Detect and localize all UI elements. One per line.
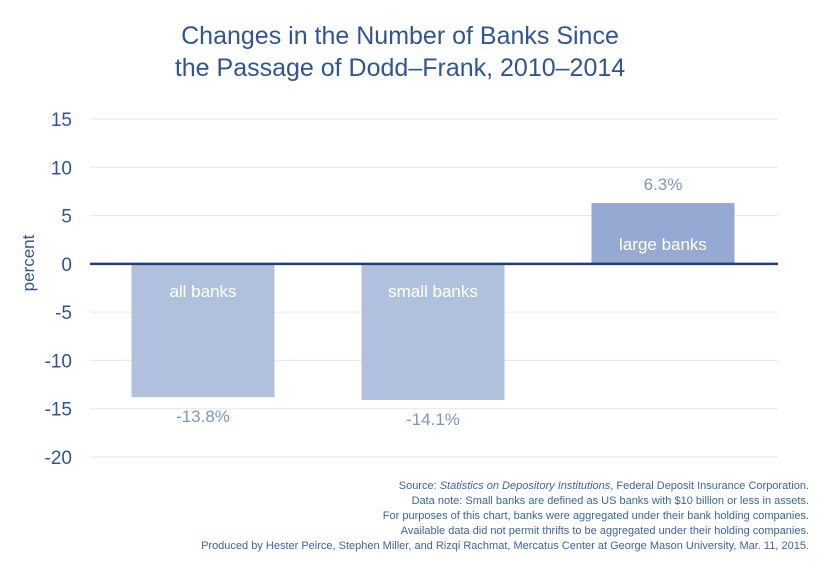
category-label: small banks bbox=[388, 282, 478, 301]
bar-labels: all banks -13.8% small banks -14.1% large ba… bbox=[169, 175, 707, 429]
chart-title: Changes in the Number of Banks Since the… bbox=[0, 20, 800, 84]
bar bbox=[131, 263, 275, 398]
y-tick-label: -5 bbox=[55, 303, 72, 324]
source-suffix: , Federal Deposit Insurance Corporation. bbox=[610, 480, 809, 492]
y-tick-label: -20 bbox=[45, 448, 72, 469]
category-label: large banks bbox=[619, 235, 707, 254]
bar-chart: 15 10 5 0 -5 -10 -15 -20 all banks -13.8% small b… bbox=[19, 110, 778, 469]
value-label: -13.8% bbox=[176, 407, 230, 426]
chart-notes: Source: Statistics on Depository Institu… bbox=[201, 479, 809, 554]
y-tick-label: 10 bbox=[51, 158, 72, 179]
y-axis-ticks: 15 10 5 0 -5 -10 -15 -20 bbox=[45, 110, 72, 469]
value-label: 6.3% bbox=[644, 175, 683, 194]
chart-title-line-2: the Passage of Dodd–Frank, 2010–2014 bbox=[174, 54, 626, 82]
y-tick-label: -10 bbox=[45, 351, 72, 372]
y-tick-label: -15 bbox=[45, 400, 72, 421]
bar bbox=[361, 263, 505, 401]
bars bbox=[131, 203, 735, 401]
category-label: all banks bbox=[169, 282, 236, 301]
y-axis-label: percent bbox=[19, 234, 38, 291]
bar bbox=[591, 203, 735, 264]
y-tick-label: 5 bbox=[61, 207, 72, 228]
y-tick-label: 0 bbox=[61, 255, 72, 276]
value-label: -14.1% bbox=[406, 410, 460, 429]
chart-title-line-1: Changes in the Number of Banks Since bbox=[181, 22, 619, 50]
source-prefix: Source: bbox=[398, 480, 440, 492]
credit-note: Produced by Hester Peirce, Stephen Mille… bbox=[201, 540, 809, 552]
source-title: Statistics on Depository Institutions bbox=[439, 480, 611, 492]
aggregation-note: For purposes of this chart, banks were a… bbox=[382, 510, 809, 522]
data-note: Data note: Small banks are defined as US… bbox=[411, 495, 809, 507]
thrift-note: Available data did not permit thrifts to… bbox=[400, 525, 809, 537]
source-note: Source: Statistics on Depository Institu… bbox=[201, 479, 809, 494]
y-tick-label: 15 bbox=[51, 110, 72, 131]
